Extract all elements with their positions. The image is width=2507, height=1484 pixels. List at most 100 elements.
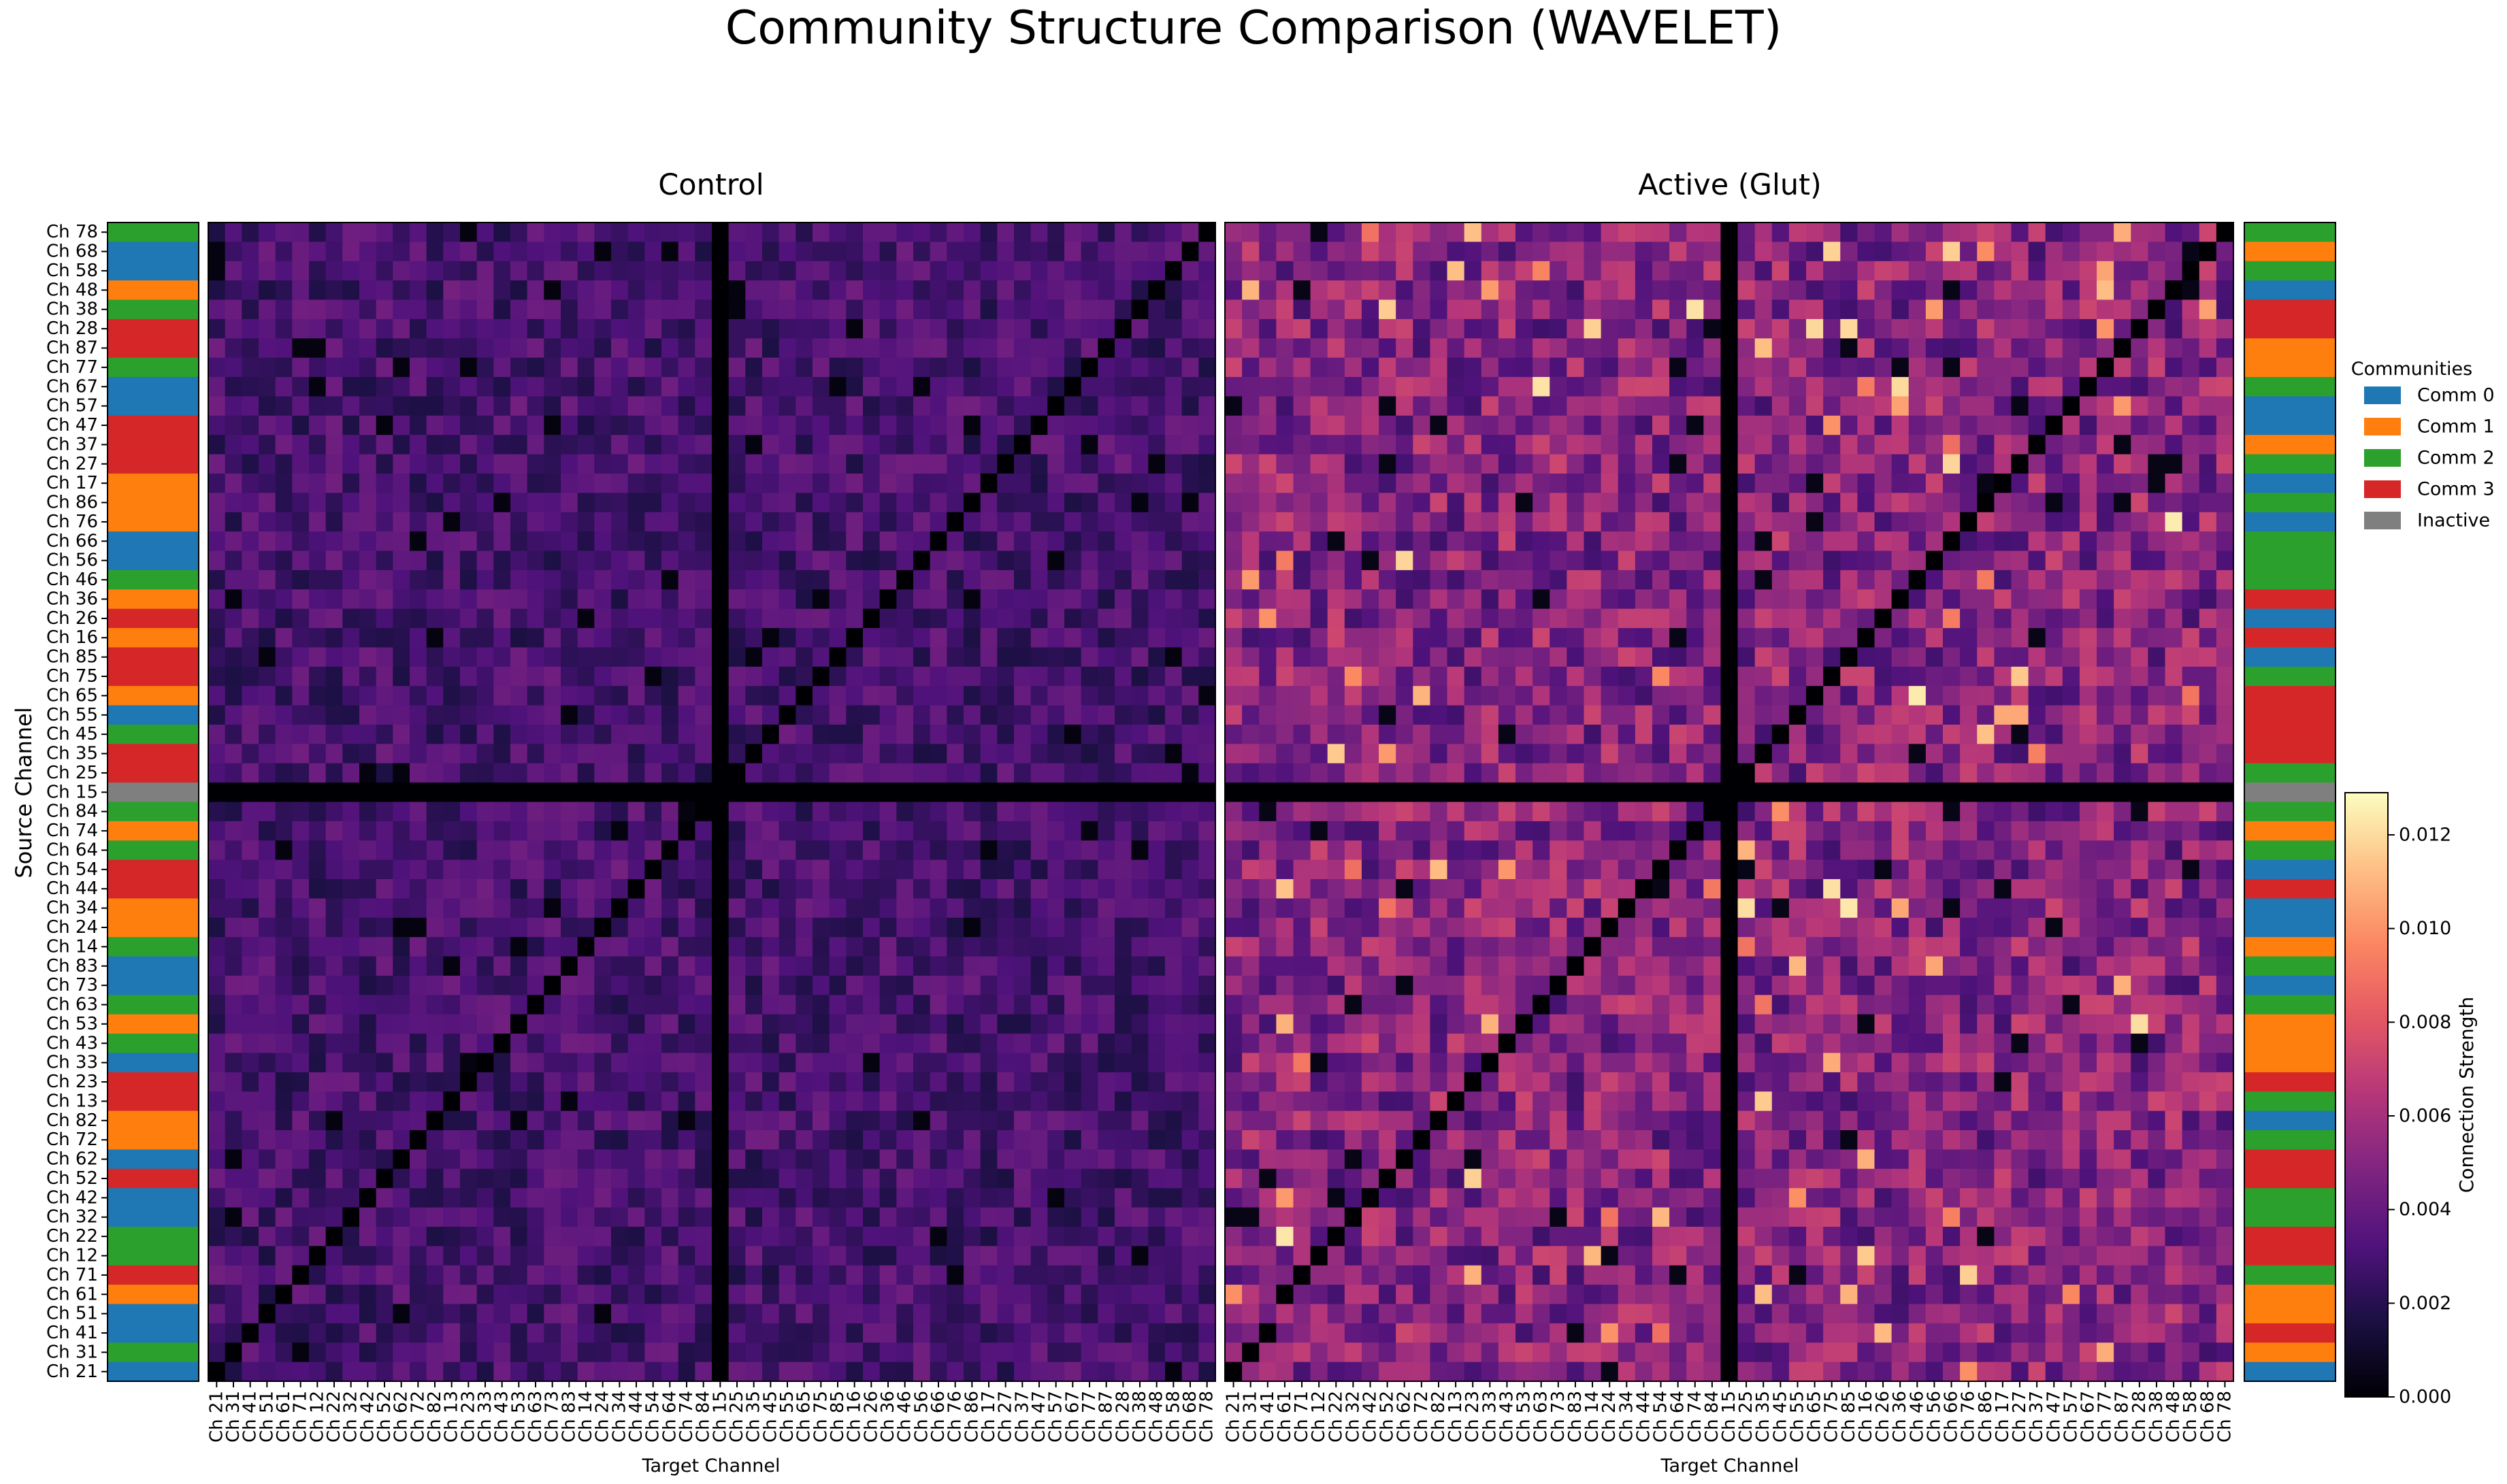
active-cell xyxy=(1806,377,1824,397)
control-cell xyxy=(410,1304,427,1324)
control-cell xyxy=(964,1188,981,1208)
control-cell xyxy=(544,1207,561,1227)
control-cell xyxy=(695,222,712,242)
control-cell xyxy=(1030,222,1048,242)
active-cell xyxy=(1840,377,1858,397)
control-cell xyxy=(611,1323,629,1343)
control-cell xyxy=(678,531,695,552)
control-cell xyxy=(410,975,427,995)
active-cell xyxy=(1874,318,1892,339)
control-cell xyxy=(1148,802,1166,822)
control-cell xyxy=(1064,608,1082,629)
control-cell xyxy=(1181,995,1199,1015)
control-cell xyxy=(1148,415,1166,435)
active-cell xyxy=(2131,242,2149,262)
control-cell xyxy=(728,782,746,803)
control-cell xyxy=(611,1053,629,1073)
active-cell xyxy=(1840,280,1858,301)
active-cell xyxy=(1259,531,1277,552)
control-cell xyxy=(964,937,981,957)
active-cell xyxy=(2062,473,2080,493)
control-cell xyxy=(561,705,578,725)
control-cell xyxy=(1014,1014,1032,1034)
control-cell xyxy=(745,299,763,320)
control-cell xyxy=(829,1034,847,1054)
active-cell xyxy=(1669,628,1687,648)
control-cell xyxy=(997,377,1015,397)
control-cell xyxy=(1131,1304,1149,1324)
community-cell xyxy=(108,1149,199,1170)
control-cell xyxy=(1081,512,1098,532)
control-cell xyxy=(678,1110,695,1131)
control-cell xyxy=(1030,550,1048,571)
active-cell xyxy=(2199,396,2217,416)
control-cell xyxy=(561,956,578,976)
control-cell xyxy=(208,956,226,976)
active-cell xyxy=(1498,473,1516,493)
control-cell xyxy=(493,686,511,706)
active-cell xyxy=(1754,550,1773,571)
control-cell xyxy=(1148,744,1166,764)
control-cell xyxy=(796,782,813,803)
control-cell xyxy=(930,261,947,281)
control-cell xyxy=(712,531,730,552)
control-cell xyxy=(577,995,595,1015)
active-cell xyxy=(1515,261,1533,281)
control-cell xyxy=(1165,1362,1183,1382)
community-cell xyxy=(108,415,199,435)
control-cell xyxy=(863,1130,881,1150)
control-cell xyxy=(393,1342,410,1363)
control-cell xyxy=(393,937,410,957)
control-cell xyxy=(393,318,410,339)
control-cell xyxy=(779,1034,796,1054)
control-cell xyxy=(846,222,864,242)
control-cell xyxy=(644,1323,662,1343)
control-cell xyxy=(242,802,259,822)
control-cell xyxy=(678,1091,695,1112)
control-cell xyxy=(712,1168,730,1189)
control-cell xyxy=(342,377,360,397)
control-cell xyxy=(309,1285,327,1305)
control-cell xyxy=(1081,242,1098,262)
control-cell xyxy=(325,435,343,455)
control-cell xyxy=(913,898,931,919)
control-cell xyxy=(577,435,595,455)
active-cell xyxy=(1737,589,1756,610)
control-cell xyxy=(393,550,410,571)
control-cell xyxy=(611,1285,629,1305)
control-cell xyxy=(779,840,796,861)
control-cell xyxy=(460,1304,478,1324)
control-cell xyxy=(930,1362,947,1382)
control-cell xyxy=(1165,628,1183,648)
active-cell xyxy=(1327,454,1345,474)
control-cell xyxy=(1047,917,1065,938)
control-cell xyxy=(208,686,226,706)
control-cell xyxy=(544,242,561,262)
control-cell xyxy=(879,550,897,571)
active-cell xyxy=(1430,299,1448,320)
control-cell xyxy=(443,763,461,783)
control-cell xyxy=(309,995,327,1015)
community-cell xyxy=(2244,512,2336,532)
control-cell xyxy=(678,995,695,1015)
community-cell xyxy=(2244,1226,2336,1247)
control-cell xyxy=(460,608,478,629)
control-cell xyxy=(678,435,695,455)
control-cell xyxy=(745,821,763,841)
active-cell xyxy=(1669,589,1687,610)
control-cell xyxy=(964,1207,981,1227)
control-cell xyxy=(678,647,695,667)
control-cell xyxy=(796,280,813,301)
control-cell xyxy=(460,705,478,725)
control-cell xyxy=(410,570,427,590)
control-cell xyxy=(846,821,864,841)
control-cell xyxy=(527,1168,544,1189)
active-cell xyxy=(1533,493,1550,513)
control-cell xyxy=(712,1014,730,1034)
control-cell xyxy=(242,1285,259,1305)
control-cell xyxy=(644,531,662,552)
control-cell xyxy=(1030,859,1048,880)
control-cell xyxy=(225,840,242,861)
control-cell xyxy=(779,1362,796,1382)
active-cell xyxy=(1618,512,1636,532)
